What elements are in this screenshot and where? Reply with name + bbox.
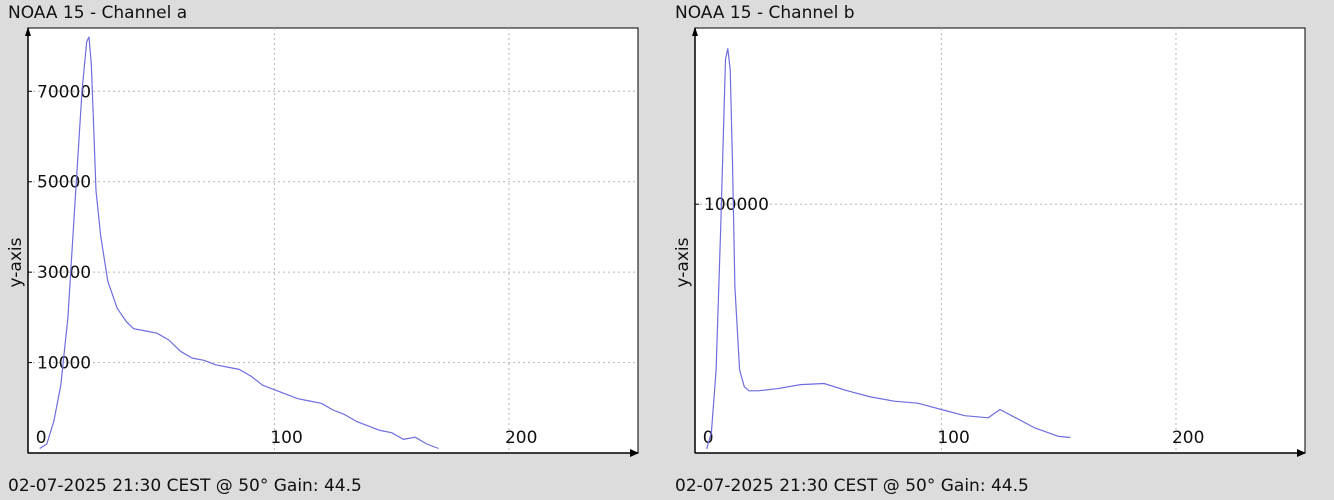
plot-area <box>694 27 1306 454</box>
y-tick-label: 50000 <box>37 173 91 193</box>
chart-b-svg: 100000 0 100 200 y-axis <box>673 27 1306 457</box>
y-axis-arrow <box>25 27 31 36</box>
y-axis-arrow <box>692 27 698 36</box>
x-tick-label: 0 <box>36 428 47 448</box>
x-tick-label: 100 <box>937 428 969 448</box>
chart-b-title: NOAA 15 - Channel b <box>675 3 855 23</box>
y-tick-label: 70000 <box>37 82 91 102</box>
y-tick-label: 30000 <box>37 263 91 283</box>
chart-panel-b: 100000 0 100 200 y-axis NOAA 15 - Channel b … <box>667 0 1334 500</box>
x-tick-label: 0 <box>703 428 714 448</box>
y-tick-label: 100000 <box>704 195 769 215</box>
x-axis-arrow <box>1297 449 1306 457</box>
y-axis-label: y-axis <box>673 237 693 287</box>
y-axis-label: y-axis <box>6 237 26 287</box>
y-tick-label: 10000 <box>37 354 91 374</box>
chart-panel-a: 10000 30000 50000 70000 0 100 200 y-axis NOAA 1… <box>6 3 639 496</box>
x-tick-label: 200 <box>1172 428 1204 448</box>
chart-a-footer: 02-07-2025 21:30 CEST @ 50° Gain: 44.5 <box>8 476 362 496</box>
x-tick-label: 200 <box>505 428 537 448</box>
series-line <box>39 36 439 450</box>
chart-a-svg: 10000 30000 50000 70000 0 100 200 y-axis <box>6 27 639 457</box>
plot-area <box>27 27 639 454</box>
chart-a-title: NOAA 15 - Channel a <box>8 3 188 23</box>
chart-b-footer: 02-07-2025 21:30 CEST @ 50° Gain: 44.5 <box>675 476 1029 496</box>
series-line <box>706 48 1071 450</box>
x-tick-label: 100 <box>270 428 302 448</box>
x-axis-arrow <box>630 449 639 457</box>
